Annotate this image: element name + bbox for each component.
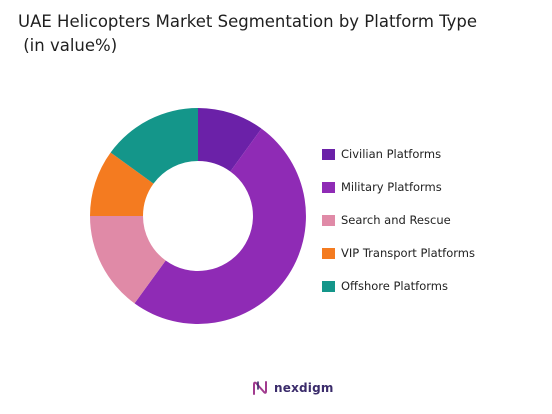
legend-item-civilian-platforms: Civilian Platforms (322, 146, 475, 162)
legend-label: Military Platforms (341, 180, 442, 194)
donut-slices (90, 108, 306, 324)
legend-item-offshore-platforms: Offshore Platforms (322, 278, 475, 294)
nexdigm-logo-icon (253, 381, 267, 395)
chart-legend: Civilian Platforms Military Platforms Sear… (322, 146, 475, 311)
brand-footer: nexdigm (252, 380, 334, 396)
chart-title: UAE Helicopters Market Segmentation by P… (18, 10, 548, 58)
legend-swatch (322, 181, 335, 193)
legend-label: VIP Transport Platforms (341, 246, 475, 260)
slice-civilian-platforms (198, 108, 262, 172)
legend-item-vip-transport-platforms: VIP Transport Platforms (322, 245, 475, 261)
legend-swatch (322, 280, 335, 292)
legend-label: Offshore Platforms (341, 279, 448, 293)
slice-military-platforms (134, 128, 306, 324)
legend-label: Civilian Platforms (341, 147, 442, 161)
legend-label: Search and Rescue (341, 213, 451, 227)
legend-item-search-and-rescue: Search and Rescue (322, 212, 475, 228)
legend-swatch (322, 214, 335, 226)
legend-item-military-platforms: Military Platforms (322, 179, 475, 195)
slice-search-and-rescue (90, 216, 166, 304)
legend-swatch (322, 148, 335, 160)
slice-vip-transport-platforms (90, 152, 154, 216)
legend-swatch (322, 247, 335, 259)
brand-name: nexdigm (274, 381, 334, 395)
chart-title-line-1: UAE Helicopters Market Segmentation by P… (18, 12, 478, 31)
slice-offshore-platforms (110, 108, 198, 184)
chart-title-line-2: (in value%) (18, 36, 118, 55)
